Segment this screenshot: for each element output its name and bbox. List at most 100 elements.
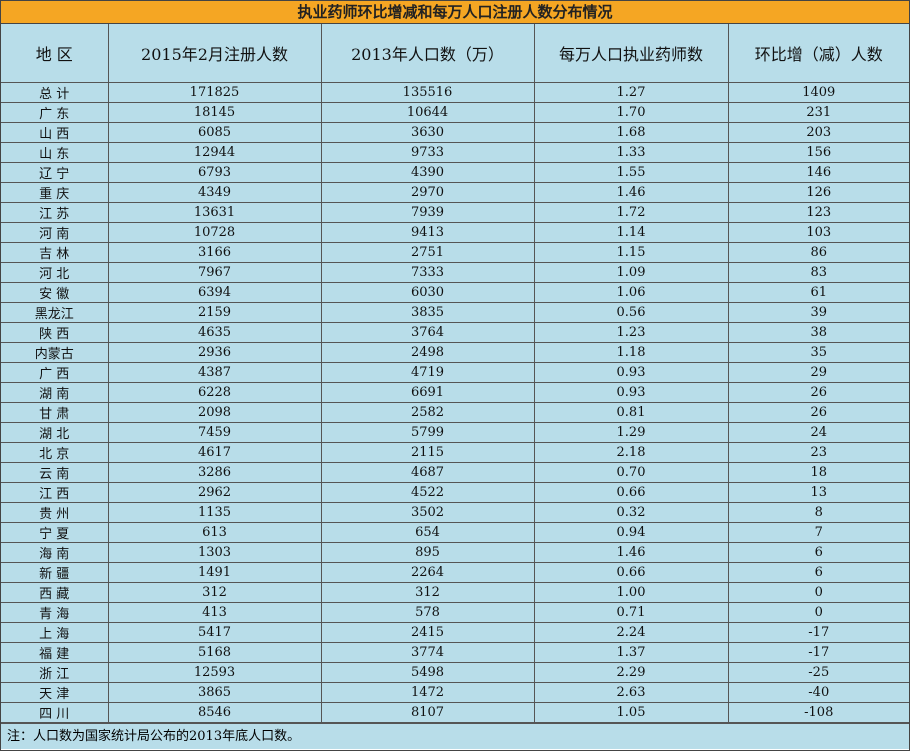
value-cell: 123	[727, 202, 909, 223]
value-cell: 3286	[107, 462, 322, 483]
table-row: 黑龙江 2159 3835 0.56 39	[1, 302, 909, 323]
value-cell: 6793	[107, 162, 322, 183]
value-cell: 2115	[320, 442, 535, 463]
value-cell: 1.00	[533, 582, 729, 603]
region-cell: 新 疆	[1, 562, 109, 583]
region-cell: 贵 州	[1, 502, 109, 523]
value-cell: 5417	[107, 622, 322, 643]
region-cell: 海 南	[1, 542, 109, 563]
value-cell: 1472	[320, 682, 535, 703]
value-cell: 413	[107, 602, 322, 623]
value-cell: 13	[727, 482, 909, 503]
value-cell: 6394	[107, 282, 322, 303]
table-row: 甘 肃 2098 2582 0.81 26	[1, 402, 909, 423]
table-row: 江 苏 13631 7939 1.72 123	[1, 202, 909, 223]
value-cell: 1.15	[533, 242, 729, 263]
value-cell: 1.09	[533, 262, 729, 283]
region-cell: 广 东	[1, 102, 109, 123]
value-cell: 38	[727, 322, 909, 343]
value-cell: 61	[727, 282, 909, 303]
value-cell: 1.68	[533, 122, 729, 143]
value-cell: 1.23	[533, 322, 729, 343]
value-cell: 2962	[107, 482, 322, 503]
table-row: 重 庆 4349 2970 1.46 126	[1, 182, 909, 203]
value-cell: 3835	[320, 302, 535, 323]
table-row: 四 川 8546 8107 1.05 -108	[1, 702, 909, 723]
value-cell: 1.46	[533, 542, 729, 563]
value-cell: 5498	[320, 662, 535, 683]
header-cell: 2015年2月注册人数	[107, 24, 322, 83]
value-cell: 0.66	[533, 562, 729, 583]
value-cell: 4719	[320, 362, 535, 383]
value-cell: 0.94	[533, 522, 729, 543]
value-cell: 1.27	[533, 82, 729, 103]
value-cell: 0.32	[533, 502, 729, 523]
table-row: 陕 西 4635 3764 1.23 38	[1, 322, 909, 343]
value-cell: 0.70	[533, 462, 729, 483]
value-cell: 4687	[320, 462, 535, 483]
value-cell: 4349	[107, 182, 322, 203]
table-row: 吉 林 3166 2751 1.15 86	[1, 242, 909, 263]
table-row: 河 北 7967 7333 1.09 83	[1, 262, 909, 283]
region-cell: 青 海	[1, 602, 109, 623]
region-cell: 西 藏	[1, 582, 109, 603]
table-row: 河 南 10728 9413 1.14 103	[1, 222, 909, 243]
value-cell: 1.06	[533, 282, 729, 303]
value-cell: 146	[727, 162, 909, 183]
value-cell: 1.29	[533, 422, 729, 443]
value-cell: 0.56	[533, 302, 729, 323]
value-cell: 10728	[107, 222, 322, 243]
value-cell: 86	[727, 242, 909, 263]
value-cell: 231	[727, 102, 909, 123]
value-cell: 156	[727, 142, 909, 163]
table-row: 山 西 6085 3630 1.68 203	[1, 122, 909, 143]
value-cell: 5168	[107, 642, 322, 663]
value-cell: 24	[727, 422, 909, 443]
table-row: 青 海 413 578 0.71 0	[1, 602, 909, 623]
value-cell: 3166	[107, 242, 322, 263]
region-cell: 广 西	[1, 362, 109, 383]
table-row: 广 东 18145 10644 1.70 231	[1, 102, 909, 123]
footnote: 注：人口数为国家统计局公布的2013年底人口数。	[1, 723, 909, 749]
value-cell: 1.37	[533, 642, 729, 663]
value-cell: 2264	[320, 562, 535, 583]
region-cell: 江 苏	[1, 202, 109, 223]
value-cell: 6	[727, 562, 909, 583]
value-cell: 18	[727, 462, 909, 483]
region-cell: 北 京	[1, 442, 109, 463]
region-cell: 河 南	[1, 222, 109, 243]
region-cell: 湖 北	[1, 422, 109, 443]
region-cell: 甘 肃	[1, 402, 109, 423]
value-cell: 613	[107, 522, 322, 543]
value-cell: 39	[727, 302, 909, 323]
table-row: 辽 宁 6793 4390 1.55 146	[1, 162, 909, 183]
table-row: 福 建 5168 3774 1.37 -17	[1, 642, 909, 663]
value-cell: 126	[727, 182, 909, 203]
value-cell: 8	[727, 502, 909, 523]
value-cell: 654	[320, 522, 535, 543]
value-cell: 2.18	[533, 442, 729, 463]
value-cell: 2415	[320, 622, 535, 643]
value-cell: 1.70	[533, 102, 729, 123]
region-cell: 上 海	[1, 622, 109, 643]
region-cell: 浙 江	[1, 662, 109, 683]
region-cell: 宁 夏	[1, 522, 109, 543]
value-cell: 3630	[320, 122, 535, 143]
value-cell: 12944	[107, 142, 322, 163]
value-cell: 6030	[320, 282, 535, 303]
value-cell: 2936	[107, 342, 322, 363]
value-cell: 0.93	[533, 362, 729, 383]
value-cell: 2498	[320, 342, 535, 363]
value-cell: 4617	[107, 442, 322, 463]
table-row: 上 海 5417 2415 2.24 -17	[1, 622, 909, 643]
value-cell: 3774	[320, 642, 535, 663]
value-cell: 7	[727, 522, 909, 543]
region-cell: 内蒙古	[1, 342, 109, 363]
value-cell: 83	[727, 262, 909, 283]
value-cell: 5799	[320, 422, 535, 443]
table-row: 西 藏 312 312 1.00 0	[1, 582, 909, 603]
value-cell: 0.81	[533, 402, 729, 423]
value-cell: -40	[727, 682, 909, 703]
value-cell: 1.72	[533, 202, 729, 223]
value-cell: 1409	[727, 82, 909, 103]
